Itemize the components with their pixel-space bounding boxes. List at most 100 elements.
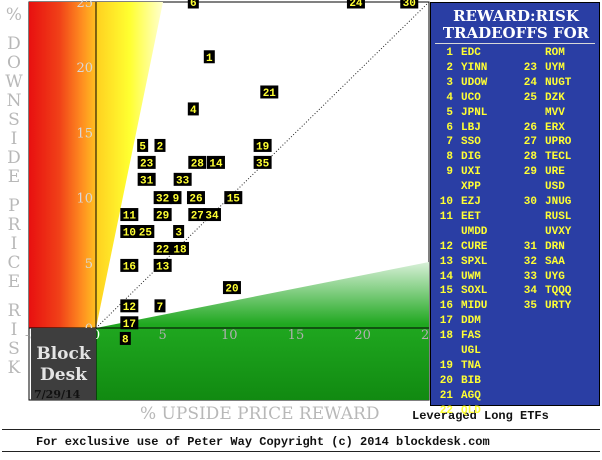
legend-item-number: 17	[439, 315, 453, 328]
point-marker-box	[153, 241, 172, 255]
legend-item: 14 UWM	[433, 271, 481, 286]
legend-item: 15 SOXL	[433, 285, 488, 300]
point-marker-box	[154, 299, 166, 313]
yellow-zone	[96, 2, 163, 328]
legend-item-ticker: BIB	[461, 374, 481, 387]
legend-item-number: 15	[439, 285, 453, 298]
point-marker-box	[153, 258, 172, 272]
point-label: 15	[227, 194, 241, 206]
point-marker-box	[346, 0, 365, 9]
x-tick-label: 0	[92, 328, 100, 343]
legend-item-ticker: TQQQ	[545, 285, 572, 298]
legend-item-ticker: SPXL	[461, 255, 488, 268]
point-marker: 30	[400, 0, 419, 10]
point-marker-box	[137, 138, 149, 152]
point-label: 14	[209, 158, 223, 170]
legend-item: 5 JPNL	[433, 107, 487, 122]
point-label: 35	[256, 158, 270, 170]
point-marker-box	[136, 225, 155, 239]
legend-item-number: 14	[439, 270, 453, 283]
point-marker-box	[120, 208, 139, 222]
legend-title-line1: REWARD:RISK	[453, 7, 579, 25]
legend-item: 10 EZJ	[433, 196, 481, 211]
legend-item: 2 YINN	[433, 62, 487, 77]
legend-item-ticker: AGQ	[461, 389, 481, 402]
legend-item: 20 BIB	[433, 375, 481, 390]
y-title-letter: O	[7, 53, 21, 73]
legend-item-ticker: UYG	[545, 270, 565, 283]
point-label: 6	[190, 0, 197, 10]
legend-item: 34 TQQQ	[517, 285, 572, 300]
point-label: 11	[123, 211, 137, 223]
legend-item-ticker: UYM	[545, 61, 565, 74]
legend-item-number: 26	[523, 121, 537, 134]
chart-date: 7/29/14	[34, 388, 81, 401]
legend-item-number: 13	[439, 255, 453, 268]
legend-item-number: 8	[446, 151, 453, 164]
y-title-letter: I	[10, 129, 18, 149]
legend-item-ticker: JPNL	[461, 106, 488, 119]
point-marker: 33	[173, 172, 192, 187]
y-title-letter: S	[8, 110, 20, 130]
legend-item: 11 EET	[433, 211, 481, 226]
point-label: 26	[189, 194, 202, 206]
point-marker-box	[170, 241, 189, 255]
y-title-letter: R	[7, 215, 21, 235]
legend-item-ticker: DRN	[545, 240, 565, 253]
legend-item-number: 22	[439, 404, 453, 417]
legend-item-ticker: EDC	[461, 47, 481, 59]
legend-item: UGL	[433, 345, 481, 360]
point-label: 20	[225, 284, 238, 296]
y-title-letter: S	[8, 339, 20, 359]
y-tick-label: 15	[76, 126, 93, 141]
y-title-letter: N	[6, 91, 22, 111]
legend-item: RUSL	[517, 211, 571, 226]
point-label: 8	[122, 334, 129, 346]
point-marker-box	[260, 85, 279, 99]
legend-item-ticker: JNUG	[545, 196, 572, 208]
point-marker: 7	[154, 299, 166, 314]
y-title-letter: R	[7, 301, 21, 321]
legend-item-number: 12	[439, 240, 453, 253]
point-marker: 2	[154, 138, 166, 153]
legend-item: MVV	[517, 107, 565, 122]
legend-item: 31 DRN	[517, 241, 565, 256]
legend-item-ticker: CURE	[461, 240, 488, 253]
x-tick-label: 10	[221, 328, 238, 343]
chart-subtitle: Leveraged Long ETFs	[412, 409, 549, 423]
point-marker-box	[137, 155, 156, 169]
point-marker: 21	[260, 85, 279, 100]
legend-item-number: 21	[439, 389, 453, 402]
legend-item-ticker: URE	[545, 166, 565, 179]
legend-item-number: 28	[523, 151, 537, 164]
point-label: 31	[140, 175, 154, 187]
legend-item-ticker: QLD	[461, 404, 481, 417]
point-label: 32	[156, 194, 169, 206]
legend-item: 6 LBJ	[433, 122, 480, 137]
point-marker-box	[202, 208, 221, 222]
legend-item-ticker: UXI	[461, 166, 481, 179]
point-marker: 20	[222, 281, 241, 296]
divider-bottom	[2, 451, 600, 452]
point-marker: 8	[119, 331, 131, 346]
point-label: 34	[205, 211, 219, 223]
point-label: 3	[175, 228, 182, 240]
point-marker: 22	[153, 241, 172, 256]
legend-item-number: 18	[439, 330, 453, 343]
legend-item-number: 23	[523, 61, 537, 74]
legend-item: 27 UPRO	[517, 136, 572, 151]
x-tick-label: 15	[288, 328, 305, 343]
legend-item-number: 5	[446, 106, 453, 119]
point-label: 7	[157, 302, 164, 314]
legend-item-ticker: URTY	[545, 300, 572, 313]
point-label: 13	[156, 261, 170, 273]
point-marker-box	[154, 138, 166, 152]
legend-item-ticker: SAA	[545, 255, 565, 268]
legend-item-ticker: RUSL	[545, 210, 572, 223]
legend-item: 17 DDM	[433, 315, 481, 330]
legend-item: 28 TECL	[517, 151, 572, 166]
point-label: 24	[349, 0, 363, 10]
legend-item-ticker: DIG	[461, 151, 481, 164]
legend-item: 9 UXI	[433, 166, 481, 181]
point-marker: 35	[253, 155, 272, 170]
